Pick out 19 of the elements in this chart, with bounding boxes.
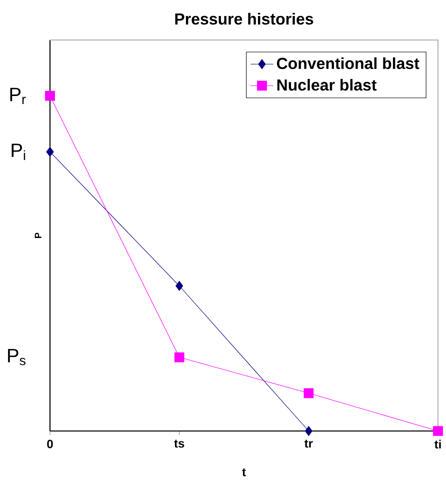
- y-axis-title: P: [34, 232, 42, 238]
- legend-label: Conventional blast: [276, 57, 420, 70]
- point: [433, 426, 443, 436]
- point: [304, 388, 314, 398]
- point: [45, 90, 55, 101]
- x-tick-label: tr: [304, 440, 313, 448]
- x-tick-label: ts: [174, 440, 184, 448]
- point: [174, 352, 184, 362]
- x-axis-title: t: [242, 468, 246, 476]
- chart-title: Pressure histories: [175, 12, 314, 25]
- legend-label: Nuclear blast: [277, 78, 376, 91]
- point: [304, 426, 312, 436]
- text: P$_{i}$: [12, 144, 26, 160]
- text: P$_{r}$: [10, 88, 26, 104]
- point: [176, 280, 184, 291]
- point: [46, 146, 54, 157]
- text: P$_{s}$: [8, 348, 26, 366]
- x-tick-label: 0: [47, 440, 53, 448]
- x-tick-label: ti: [434, 440, 441, 449]
